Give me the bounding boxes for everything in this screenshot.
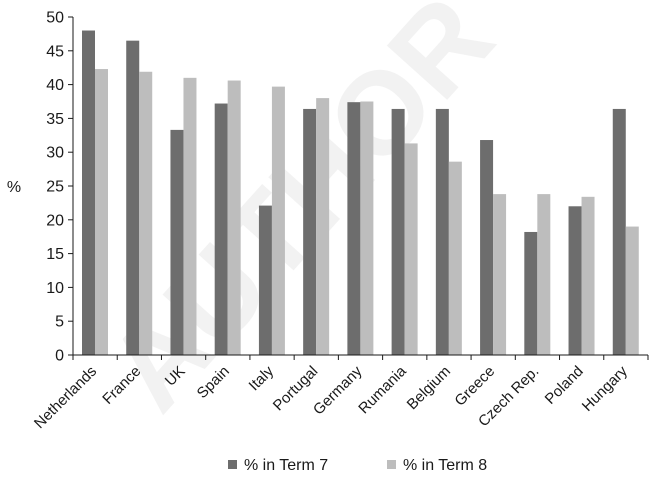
- bar-term7: [612, 108, 626, 355]
- bar-term8: [581, 196, 595, 355]
- legend-swatch: [387, 460, 396, 469]
- y-tick-label: 25: [46, 179, 64, 196]
- bar-term8: [139, 71, 153, 356]
- legend: % in Term 7 % in Term 8: [228, 457, 487, 474]
- bar-term8: [271, 86, 285, 356]
- y-tick-label: 0: [55, 348, 64, 365]
- bars: [82, 30, 639, 356]
- x-category-label: Hungary: [579, 362, 631, 414]
- legend-swatch: [228, 460, 237, 469]
- bar-term8: [493, 194, 507, 355]
- y-tick-label: 40: [46, 77, 64, 94]
- x-category-label: Italy: [246, 362, 278, 394]
- bar-term8: [448, 161, 462, 355]
- bar-term7: [214, 103, 228, 355]
- bar-term8: [537, 194, 551, 355]
- y-tick-label: 15: [46, 246, 64, 263]
- y-tick-label: 20: [46, 212, 64, 229]
- y-axis-label: %: [7, 179, 21, 196]
- x-category-label: Netherlands: [31, 363, 100, 432]
- legend-label: % in Term 8: [403, 457, 487, 474]
- bar-term8: [95, 69, 108, 355]
- x-category-label: Rumania: [355, 362, 410, 417]
- x-category-label: Belgium: [404, 363, 454, 413]
- legend-label: % in Term 7: [244, 457, 328, 474]
- y-tick-label: 10: [46, 280, 64, 297]
- bar-term7: [126, 40, 140, 355]
- bar-term7: [480, 140, 494, 355]
- y-tick-label: 30: [46, 145, 64, 162]
- y-tick-label: 50: [46, 10, 64, 27]
- bar-term8: [227, 80, 241, 355]
- y-tick-label: 5: [55, 314, 64, 331]
- y-tick-label: 35: [46, 111, 64, 128]
- bar-term8: [360, 101, 374, 355]
- bar-term7: [347, 102, 361, 356]
- bar-term7: [524, 231, 538, 355]
- bar-term7: [258, 205, 272, 355]
- bar-term7: [435, 108, 449, 355]
- bar-term7: [303, 108, 317, 355]
- bar-term7: [391, 108, 405, 355]
- bar-term8: [183, 77, 197, 355]
- bar-term7: [82, 30, 95, 356]
- y-tick-label: 45: [46, 43, 64, 60]
- x-category-label: Germany: [310, 362, 366, 418]
- bar-term8: [625, 226, 639, 355]
- bar-term8: [316, 98, 330, 356]
- bar-term8: [404, 143, 418, 355]
- bar-term7: [568, 206, 582, 355]
- bar-term7: [170, 129, 184, 355]
- y-axis: 0 5 10 15 20 25 30 35 40 45 50: [46, 10, 74, 365]
